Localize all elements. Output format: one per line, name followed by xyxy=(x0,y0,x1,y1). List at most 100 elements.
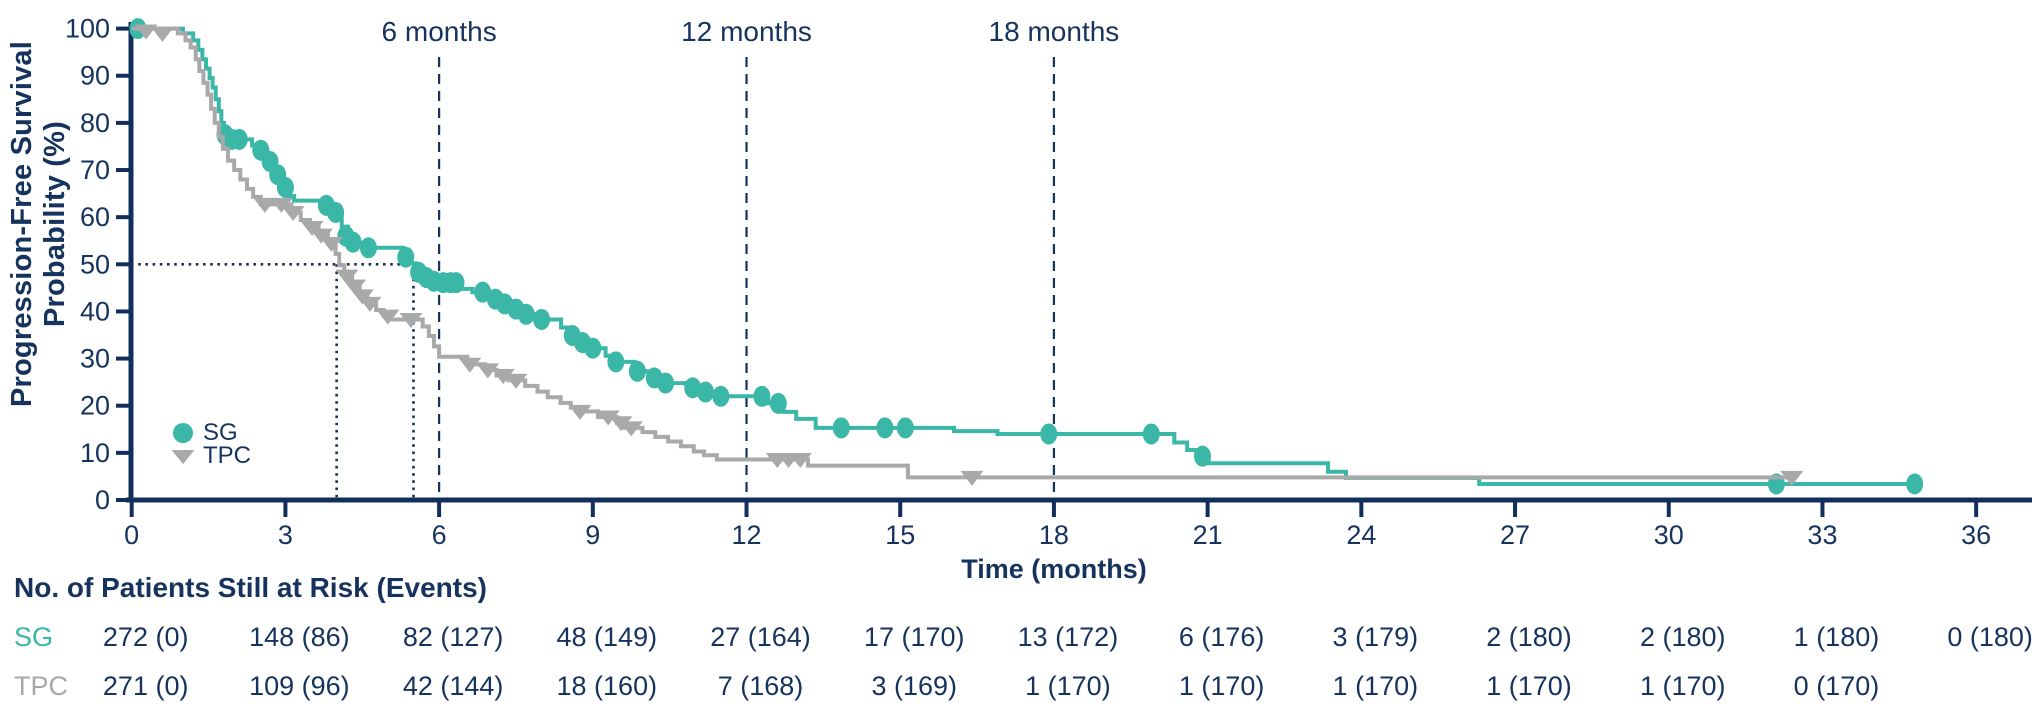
x-tick-label: 33 xyxy=(1807,520,1837,550)
x-tick-label: 0 xyxy=(124,520,139,550)
tpc-censor-mark-icon xyxy=(788,452,812,468)
tpc-censor-mark-icon xyxy=(281,205,305,221)
y-tick-label: 10 xyxy=(80,438,110,468)
risk-cell: 82 (127) xyxy=(402,622,504,652)
tpc-censor-mark-icon xyxy=(269,197,293,213)
risk-cell: 48 (149) xyxy=(556,622,658,652)
tpc-censor-mark-icon xyxy=(350,289,374,305)
sg-censor-mark-icon xyxy=(230,128,248,150)
y-tick-label: 0 xyxy=(95,485,110,515)
sg-censor-mark-icon xyxy=(447,272,465,294)
sg-censor-mark-icon xyxy=(684,377,702,399)
tpc-censor-mark-icon xyxy=(300,221,324,237)
x-tick-label: 30 xyxy=(1654,520,1684,550)
risk-cell: 18 (160) xyxy=(556,671,658,701)
sg-censor-mark-icon xyxy=(697,381,715,403)
x-tick-label: 6 xyxy=(432,520,447,550)
risk-row-label: SG xyxy=(14,622,54,652)
sg-censor-mark-icon xyxy=(876,417,894,439)
tpc-censor-mark-icon xyxy=(335,269,359,285)
risk-cell: 109 (96) xyxy=(249,671,350,701)
tpc-censor-mark-icon xyxy=(399,312,423,328)
tpc-censor-mark-icon xyxy=(491,369,515,385)
y-tick-label: 60 xyxy=(80,202,110,232)
risk-cell: 1 (170) xyxy=(1332,671,1419,701)
y-tick-label: 80 xyxy=(80,108,110,138)
x-tick-label: 3 xyxy=(278,520,293,550)
tpc-censor-mark-icon xyxy=(343,279,367,295)
legend-item-label: TPC xyxy=(203,442,251,469)
sg-censor-mark-icon xyxy=(607,351,625,373)
y-axis-title: Progression-Free Survival Probability (%… xyxy=(6,40,71,408)
risk-cell: 1 (170) xyxy=(1639,671,1726,701)
sg-censor-mark-icon xyxy=(1906,473,1924,495)
sg-censor-mark-icon xyxy=(327,201,345,223)
sg-censor-mark-icon xyxy=(474,281,492,303)
sg-censor-mark-icon xyxy=(533,308,551,330)
risk-row-label: TPC xyxy=(14,671,68,701)
sg-censor-mark-icon xyxy=(628,360,646,382)
sg-censor-mark-icon xyxy=(1142,423,1160,445)
risk-cell: 148 (86) xyxy=(249,622,350,652)
x-tick-label: 12 xyxy=(731,520,761,550)
sg-censor-mark-icon xyxy=(896,417,914,439)
y-tick-label: 100 xyxy=(65,14,110,44)
legend-sg-marker-icon xyxy=(173,423,193,443)
y-tick-label: 50 xyxy=(80,249,110,279)
y-tick-label: 90 xyxy=(80,61,110,91)
x-tick-label: 18 xyxy=(1039,520,1069,550)
milestone-label: 12 months xyxy=(681,16,812,47)
tpc-censor-mark-icon xyxy=(253,197,277,213)
tpc-censor-mark-icon xyxy=(458,357,482,373)
tpc-censor-mark-icon xyxy=(134,24,158,40)
tpc-censor-mark-icon xyxy=(150,26,174,42)
sg-censor-mark-icon xyxy=(397,246,415,268)
tpc-censor-mark-icon xyxy=(568,404,592,420)
y-tick-label: 20 xyxy=(80,391,110,421)
sg-censor-mark-icon xyxy=(359,237,377,259)
tpc-censor-mark-icon xyxy=(476,363,500,379)
sg-censor-mark-icon xyxy=(753,385,771,407)
tpc-censor-mark-icon xyxy=(358,296,382,312)
risk-cell: 27 (164) xyxy=(710,622,811,652)
risk-cell: 272 (0) xyxy=(102,622,189,652)
x-tick-label: 27 xyxy=(1500,520,1530,550)
tpc-censor-mark-icon xyxy=(619,421,643,437)
risk-table-title: No. of Patients Still at Risk (Events) xyxy=(14,572,487,603)
risk-cell: 1 (170) xyxy=(1178,671,1265,701)
risk-cell: 271 (0) xyxy=(102,671,189,701)
y-tick-label: 40 xyxy=(80,296,110,326)
legend-tpc-marker-icon xyxy=(171,450,195,464)
risk-cell: 0 (180) xyxy=(1947,622,2033,652)
sg-censor-mark-icon xyxy=(712,385,730,407)
tpc-censor-mark-icon xyxy=(309,228,333,244)
risk-cell: 1 (180) xyxy=(1793,622,1880,652)
x-tick-label: 21 xyxy=(1193,520,1223,550)
x-tick-label: 24 xyxy=(1346,520,1376,550)
legend-item-label: SG xyxy=(203,419,238,446)
sg-censor-mark-icon xyxy=(657,372,675,394)
sg-censor-mark-icon xyxy=(517,303,535,325)
risk-cell: 7 (168) xyxy=(717,671,804,701)
sg-censor-mark-icon xyxy=(344,231,362,253)
y-tick-label: 30 xyxy=(80,344,110,374)
risk-cell: 17 (170) xyxy=(863,622,965,652)
risk-cell: 2 (180) xyxy=(1486,622,1572,652)
tpc-censor-mark-icon xyxy=(504,373,528,389)
milestone-label: 18 months xyxy=(988,16,1120,47)
sg-censor-mark-icon xyxy=(832,417,850,439)
tpc-curve xyxy=(131,26,1797,480)
x-tick-label: 36 xyxy=(1961,520,1991,550)
tpc-censor-mark-icon xyxy=(609,416,633,432)
tpc-censor-mark-icon xyxy=(596,410,620,426)
risk-cell: 6 (176) xyxy=(1178,622,1265,652)
tpc-censor-mark-icon xyxy=(960,470,984,486)
sg-censor-mark-icon xyxy=(769,392,787,414)
x-tick-label: 9 xyxy=(585,520,600,550)
risk-cell: 0 (170) xyxy=(1793,671,1880,701)
milestone-label: 6 months xyxy=(381,16,497,47)
tpc-censor-mark-icon xyxy=(376,309,400,325)
tpc-censor-mark-icon xyxy=(1780,470,1804,486)
